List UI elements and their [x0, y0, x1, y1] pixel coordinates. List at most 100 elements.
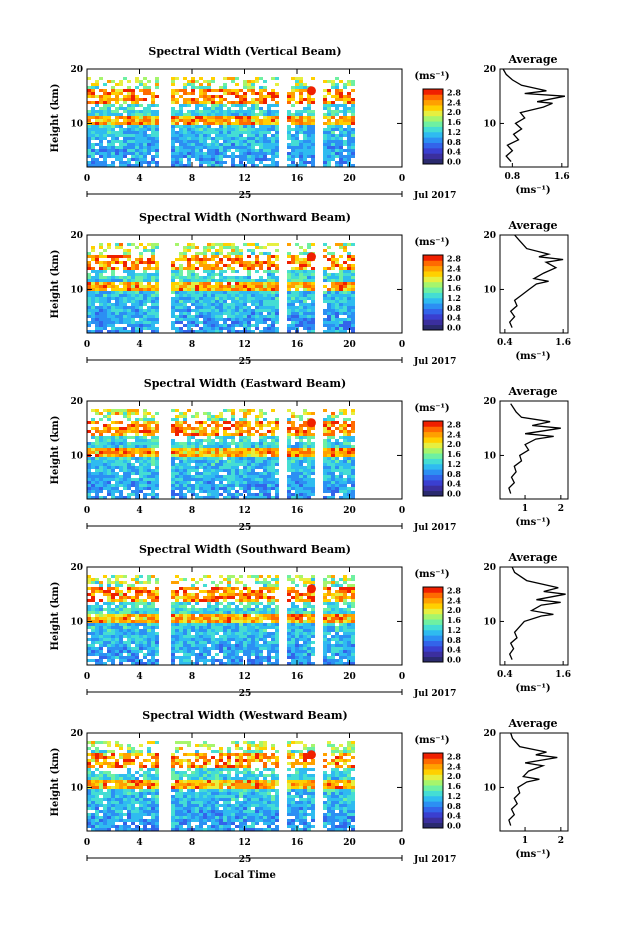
colorbar-swatch — [423, 287, 443, 293]
x-tick-label: 8 — [189, 174, 195, 184]
colorbar-swatch — [423, 89, 443, 95]
colorbar-tick-label: 2.4 — [447, 761, 461, 771]
colorbar-swatch — [423, 592, 443, 599]
x-tick-label: 12 — [238, 174, 251, 184]
colorbar-swatch — [423, 276, 443, 283]
panel-title: Spectral Width (Eastward Beam) — [144, 377, 346, 390]
heatmap-cells — [87, 77, 355, 167]
average-frame — [499, 234, 569, 334]
colorbar-tick-label: 1.2 — [447, 127, 461, 137]
avg-y-tick-label: 10 — [483, 451, 496, 461]
colorbar-tick-label: 0.0 — [447, 489, 461, 499]
colorbar-tick-label: 1.6 — [447, 449, 461, 459]
heatmap-hotspot — [306, 750, 316, 760]
x-tick-label: 0 — [84, 340, 90, 350]
colorbar-swatch — [423, 811, 443, 818]
colorbar-swatch — [423, 158, 443, 165]
date-mark: 25 — [239, 689, 252, 699]
avg-x-tick-label: 0.4 — [497, 338, 513, 348]
colorbar-tick-label: 2.8 — [447, 420, 461, 430]
colorbar-tick-label: 1.6 — [447, 781, 461, 791]
avg-x-label: (ms⁻¹) — [515, 351, 550, 362]
colorbar-frame — [422, 420, 444, 497]
average-title: Average — [507, 385, 557, 398]
heatmap-cells — [87, 741, 355, 831]
heatmap-hotspot — [306, 86, 316, 96]
colorbar-swatch — [423, 774, 443, 781]
avg-x-label: (ms⁻¹) — [515, 683, 550, 694]
colorbar-swatch — [423, 817, 443, 824]
colorbar-tick-label: 2.4 — [447, 97, 461, 107]
avg-x-label: (ms⁻¹) — [515, 517, 550, 528]
colorbar-swatch — [423, 421, 443, 427]
x-tick-label: 8 — [189, 340, 195, 350]
colorbar-swatch — [423, 779, 443, 786]
avg-x-tick-label: 1 — [522, 836, 528, 846]
colorbar-swatch — [423, 785, 443, 791]
colorbar-swatch — [423, 137, 443, 143]
colorbar-swatch — [423, 260, 443, 267]
colorbar-tick-label: 1.2 — [447, 459, 461, 469]
colorbar-swatch — [423, 603, 443, 609]
colorbar-tick-label: 0.0 — [447, 157, 461, 167]
panel-0: Spectral Width (Vertical Beam) Height (km… — [50, 45, 570, 201]
x-tick-label: 0 — [84, 174, 90, 184]
colorbar-swatch — [423, 753, 443, 759]
y-axis-label: Height (km) — [50, 250, 61, 319]
colorbar-tick-label: 2.0 — [447, 107, 461, 117]
panel-title: Spectral Width (Southward Beam) — [139, 543, 351, 556]
average-profile-line — [508, 403, 561, 494]
average-title: Average — [507, 551, 557, 564]
colorbar-swatch — [423, 255, 443, 261]
x-tick-label: 0 — [399, 672, 405, 682]
colorbar-tick-label: 0.0 — [447, 323, 461, 333]
colorbar-tick-label: 2.0 — [447, 439, 461, 449]
average-profile-line — [508, 234, 564, 328]
heatmap-hotspot — [306, 584, 316, 594]
colorbar-swatch — [423, 313, 443, 320]
y-axis-label: Height (km) — [50, 84, 61, 153]
x-tick-label: 4 — [136, 506, 142, 516]
colorbar-swatch — [423, 99, 443, 106]
date-mark: 25 — [239, 191, 252, 201]
colorbar-swatch — [423, 431, 443, 438]
colorbar-swatch — [423, 608, 443, 615]
colorbar-tick-label: 0.4 — [447, 811, 461, 821]
colorbar-swatch — [423, 656, 443, 663]
colorbar-swatch — [423, 758, 443, 765]
average-profile-line — [508, 566, 566, 660]
colorbar-swatch — [423, 94, 443, 101]
colorbar-tick-label: 1.6 — [447, 615, 461, 625]
avg-x-tick-label: 1.6 — [554, 172, 570, 182]
x-tick-label: 8 — [189, 672, 195, 682]
colorbar-swatch — [423, 635, 443, 641]
panel-4: Spectral Width (Westward Beam) Height (km… — [50, 709, 569, 865]
colorbar-swatch — [423, 437, 443, 443]
avg-y-tick-label: 20 — [483, 397, 496, 407]
avg-y-tick-label: 10 — [483, 617, 496, 627]
colorbar-swatch — [423, 769, 443, 775]
x-tick-label: 0 — [84, 506, 90, 516]
colorbar-swatch — [423, 308, 443, 315]
avg-x-tick-label: 1.6 — [555, 670, 571, 680]
colorbar-tick-label: 0.4 — [447, 313, 461, 323]
average-title: Average — [507, 219, 557, 232]
colorbar-tick-label: 0.4 — [447, 479, 461, 489]
avg-x-label: (ms⁻¹) — [515, 849, 550, 860]
colorbar-swatch — [423, 105, 443, 111]
colorbar-tick-label: 2.4 — [447, 263, 461, 273]
x-tick-label: 16 — [291, 672, 304, 682]
colorbar-tick-label: 2.0 — [447, 771, 461, 781]
x-tick-label: 20 — [343, 672, 356, 682]
panel-title: Spectral Width (Northward Beam) — [139, 211, 351, 224]
colorbar-swatch — [423, 490, 443, 497]
avg-x-tick-label: 2 — [558, 836, 564, 846]
colorbar-tick-label: 0.4 — [447, 645, 461, 655]
average-frame — [499, 68, 569, 168]
colorbar-tick-label: 2.8 — [447, 752, 461, 762]
avg-y-tick-label: 20 — [483, 563, 496, 573]
x-tick-label: 20 — [343, 506, 356, 516]
colorbar-swatch — [423, 640, 443, 647]
y-tick-label: 20 — [70, 397, 83, 407]
colorbar-swatch — [423, 801, 443, 807]
